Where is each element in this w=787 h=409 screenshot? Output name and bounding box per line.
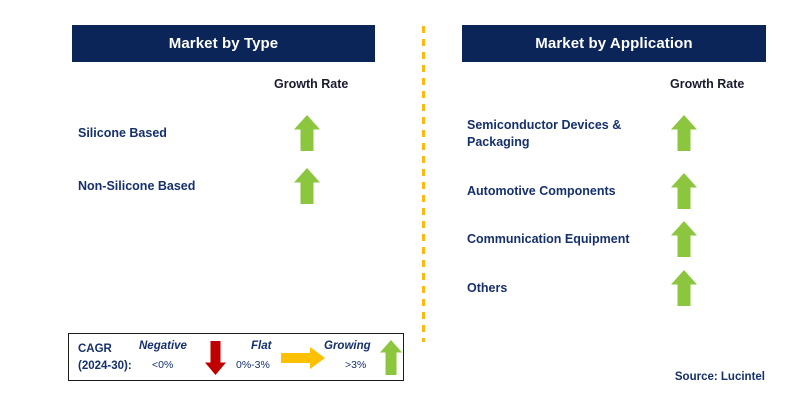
legend-range: 0%-3%	[236, 359, 270, 371]
legend-range: <0%	[152, 359, 174, 371]
up-arrow-icon	[670, 220, 698, 258]
segment-label: Silicone Based	[78, 125, 167, 140]
panel-header-market-by-application: Market by Application	[462, 25, 766, 62]
source-note: Source: Lucintel	[674, 371, 765, 383]
right-arrow-icon	[280, 346, 326, 370]
segment-label: Communication Equipment	[467, 232, 630, 246]
panel-title: Market by Application	[535, 35, 693, 52]
up-arrow-icon	[379, 339, 403, 376]
panel-title: Market by Type	[168, 35, 279, 52]
growth-rate-caption: Growth Rate	[670, 77, 745, 91]
legend-range: >3%	[345, 359, 367, 371]
legend-cagr-line1: CAGR	[78, 343, 112, 355]
growth-rate-caption: Growth Rate	[274, 77, 349, 91]
up-arrow-icon	[293, 167, 321, 205]
segment-label: Semiconductor Devices & Packaging	[467, 118, 622, 149]
vertical-dashed-divider	[422, 26, 425, 342]
legend-word: Negative	[139, 340, 187, 352]
cagr-legend: CAGR (2024-30): Negative <0% Flat 0%-3% …	[68, 333, 404, 381]
segment-label: Others	[467, 281, 508, 295]
up-arrow-icon	[670, 172, 698, 210]
up-arrow-icon	[670, 114, 698, 152]
segment-label: Automotive Components	[467, 184, 616, 198]
up-arrow-icon	[670, 269, 698, 307]
legend-cagr-label: CAGR (2024-30):	[78, 341, 132, 374]
legend-word: Flat	[251, 340, 272, 352]
down-arrow-icon	[204, 340, 227, 376]
panel-market-by-application: Market by Application Growth Rate Semico…	[412, 0, 787, 409]
segment-label: Non-Silicone Based	[78, 178, 196, 193]
up-arrow-icon	[293, 114, 321, 152]
panel-market-by-type: Market by Type Growth Rate Silicone Base…	[72, 25, 375, 205]
legend-word: Growing	[324, 340, 371, 352]
legend-cagr-line2: (2024-30):	[78, 359, 132, 372]
panel-header-market-by-type: Market by Type	[72, 25, 375, 62]
